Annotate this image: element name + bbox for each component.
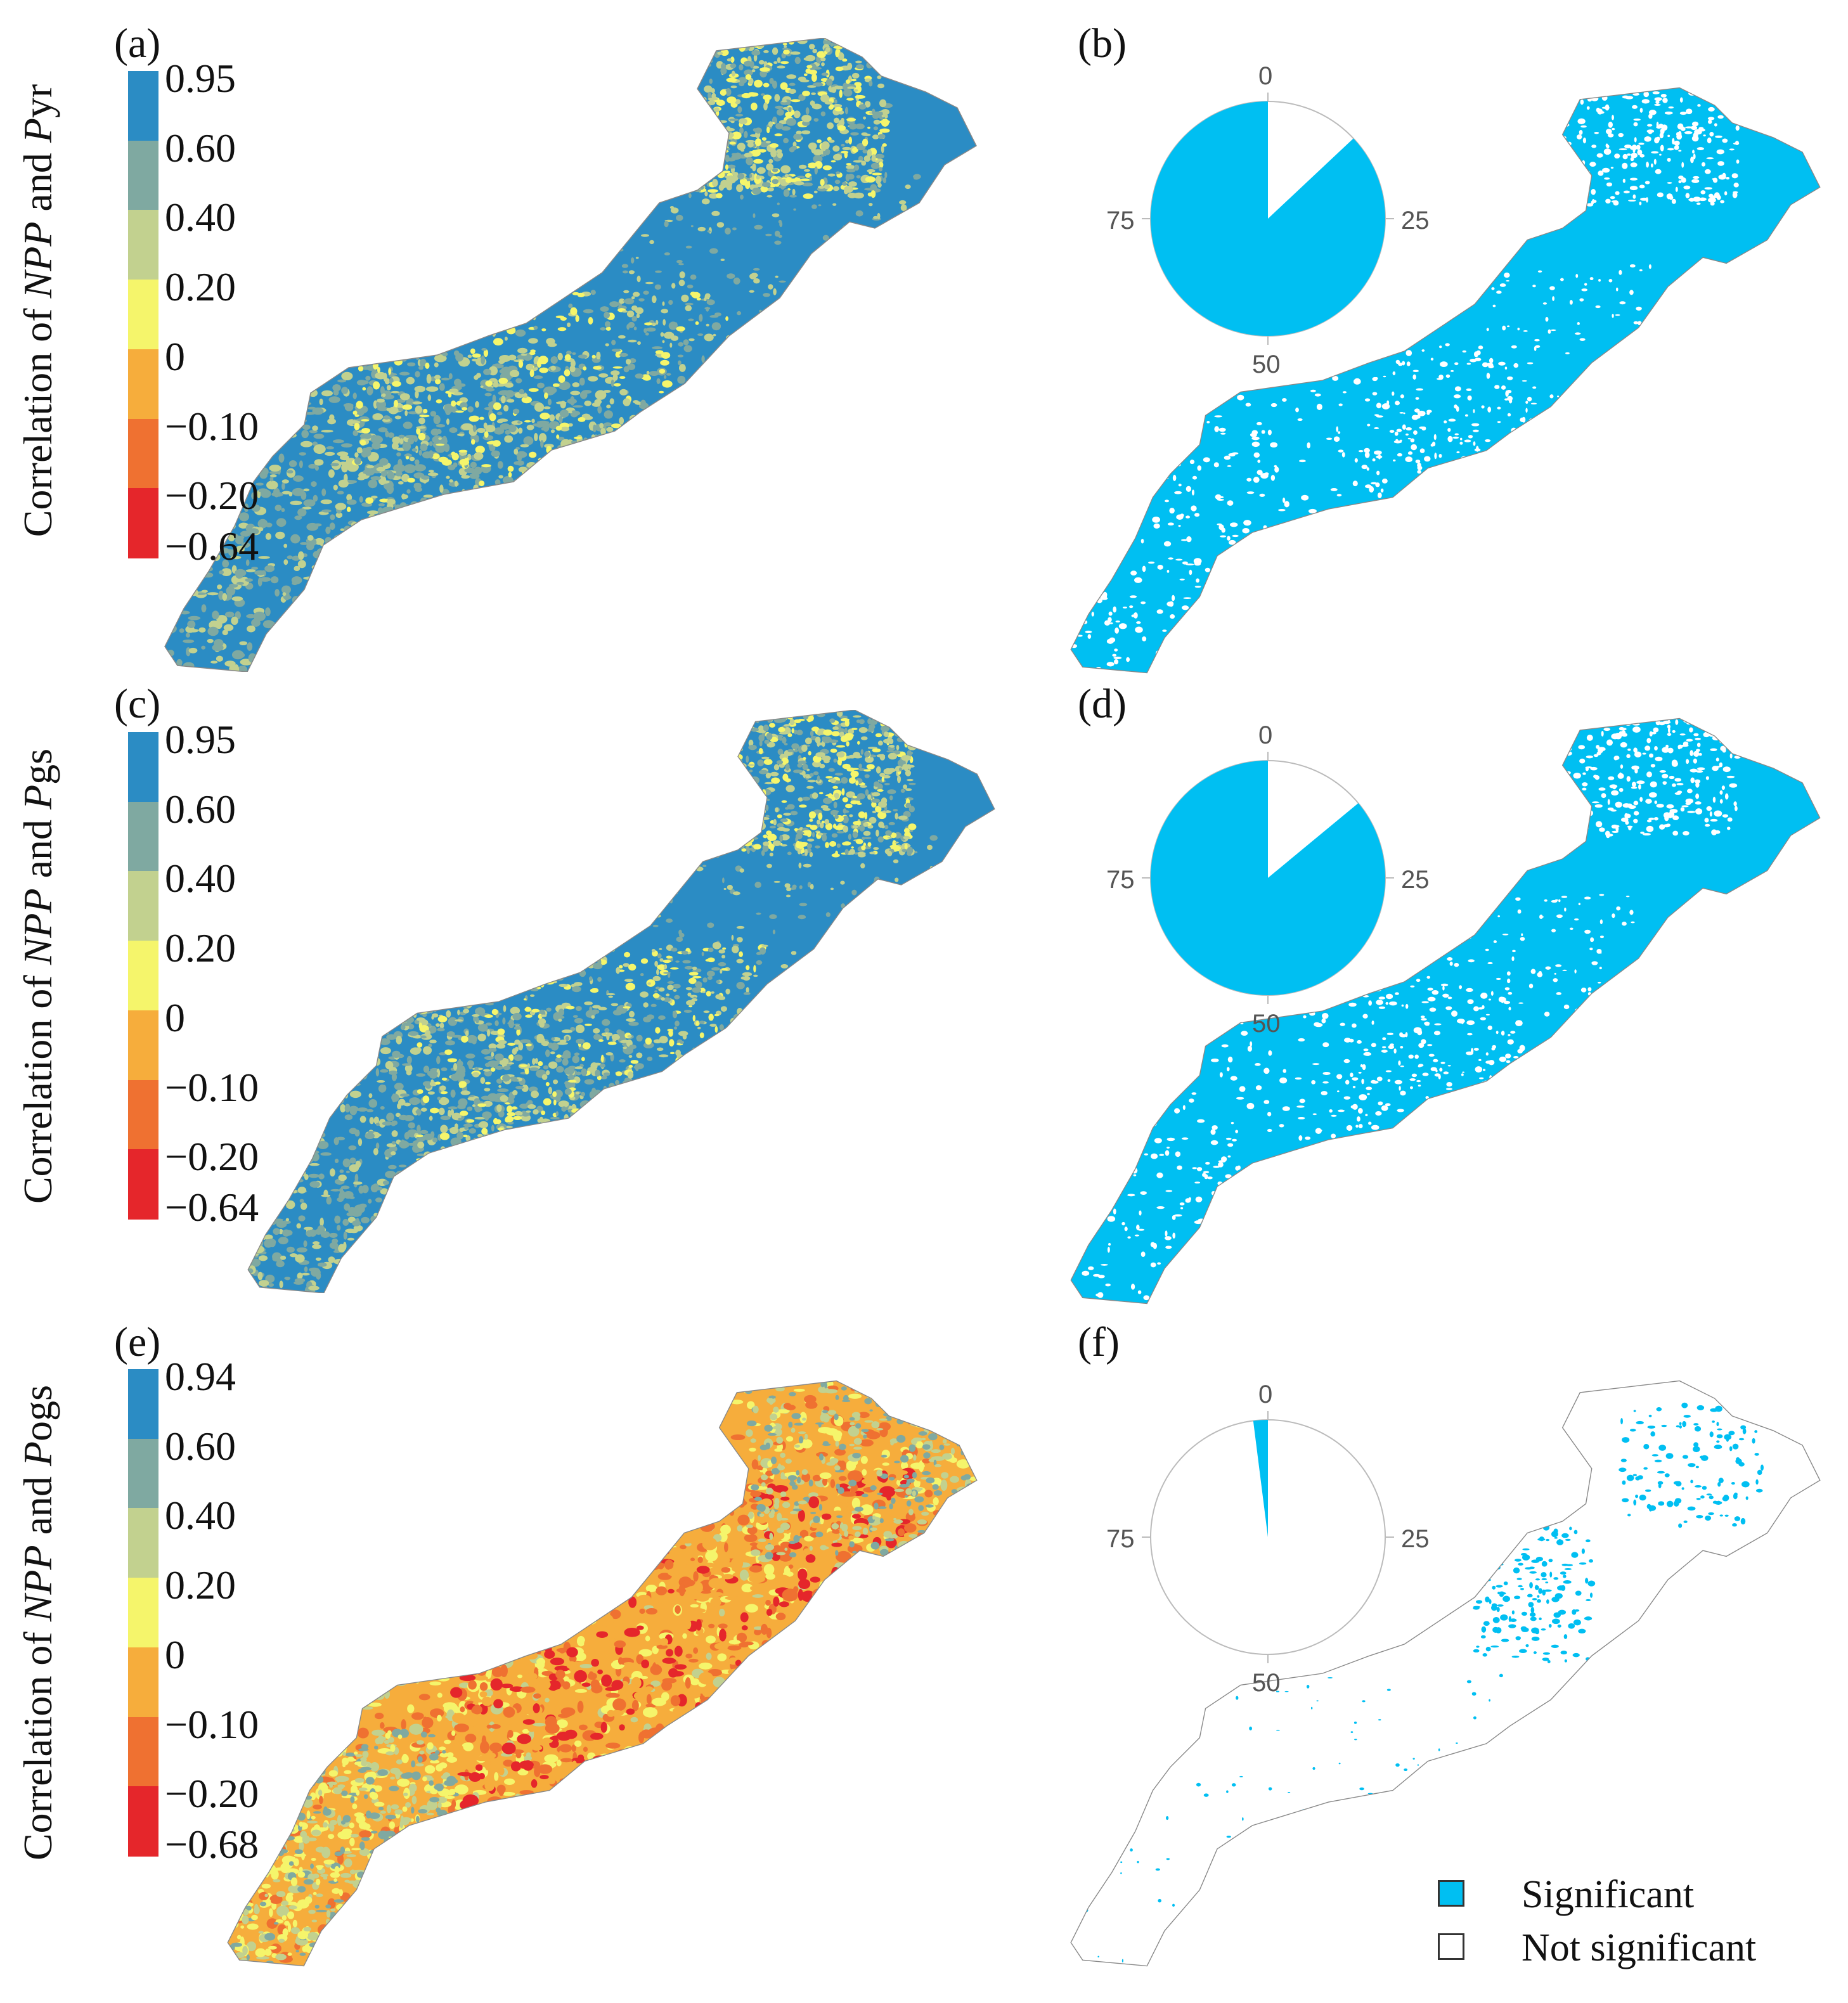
legend-tick-label: −0.20	[165, 473, 259, 518]
legend-tick-label: 0.20	[165, 1562, 236, 1608]
legend-tick-label: −0.68	[165, 1822, 259, 1867]
significance-map-d	[1070, 718, 1821, 1304]
legend-tick-label: −0.20	[165, 1771, 259, 1817]
region-outline	[1070, 1380, 1821, 1967]
panel-label-b: (b)	[1078, 20, 1127, 67]
pie-tick-50-b: 50	[1252, 351, 1281, 378]
legend-swatch	[128, 280, 158, 350]
legend-tick-label: 0	[165, 333, 185, 379]
region-fill	[248, 710, 995, 1293]
legend-swatch	[128, 871, 158, 942]
legend-swatch	[128, 210, 158, 281]
legend-swatch	[128, 1369, 158, 1439]
y-axis-label-c: Correlation of NPP and Pgs	[15, 748, 60, 1204]
panel-label-c: (c)	[114, 681, 161, 727]
region-outline	[1070, 718, 1821, 1304]
significance-pie-f	[1142, 1411, 1394, 1663]
pie-tick-25-b: 25	[1401, 207, 1430, 235]
pie-tick-0-d: 0	[1258, 721, 1273, 749]
legend-swatch	[128, 1438, 158, 1509]
legend-tick-label: 0.94	[165, 1354, 236, 1399]
legend-swatch	[128, 732, 158, 802]
color-legend-e	[128, 1369, 158, 1857]
pie-tick-75-d: 75	[1106, 866, 1135, 894]
legend-tick-label: −0.10	[165, 403, 259, 449]
significance-map-b	[1070, 87, 1821, 674]
region-fill	[1071, 87, 1820, 673]
legend-swatch	[128, 1010, 158, 1081]
legend-swatch	[128, 941, 158, 1011]
legend-swatch	[128, 1079, 158, 1150]
region-outline	[164, 38, 977, 672]
legend-swatch	[128, 349, 158, 420]
significance-pie-d	[1142, 752, 1394, 1004]
color-legend-a	[128, 71, 158, 558]
pie-tick-75-b: 75	[1106, 207, 1135, 235]
correlation-map-c	[247, 710, 995, 1293]
panel-label-d: (d)	[1078, 681, 1127, 727]
pie-tick-25-d: 25	[1401, 866, 1430, 894]
panel-label-e: (e)	[114, 1319, 161, 1365]
correlation-map-e	[227, 1380, 978, 1967]
legend-tick-label: −0.64	[165, 524, 259, 569]
legend-tick-label: 0	[165, 995, 185, 1040]
pie-tick-0-b: 0	[1258, 62, 1273, 90]
legend-swatch	[128, 488, 158, 558]
legend-tick-label: −0.64	[165, 1185, 259, 1230]
legend-swatch	[128, 140, 158, 211]
legend-tick-label: 0.20	[165, 925, 236, 971]
y-axis-label-e: Correlation of NPP and Pogs	[15, 1384, 60, 1861]
legend-tick-label: 0.60	[165, 125, 236, 171]
legend-swatch	[128, 418, 158, 489]
legend-tick-label: 0.95	[165, 717, 236, 762]
pie-tick-50-f: 50	[1252, 1669, 1281, 1697]
region-outline	[1070, 87, 1821, 674]
legend-swatch	[128, 1578, 158, 1648]
region-fill	[1071, 1381, 1820, 1966]
legend-swatch	[128, 1508, 158, 1579]
pie-significant-slice	[1253, 1420, 1268, 1537]
legend-tick-label: 0.40	[165, 195, 236, 240]
y-axis-label-a: Correlation of NPP and Pyr	[15, 84, 60, 538]
legend-tick-label: −0.10	[165, 1064, 259, 1110]
legend-tick-label: −0.10	[165, 1701, 259, 1747]
pie-tick-50-d: 50	[1252, 1010, 1281, 1038]
legend-tick-label: 0.95	[165, 56, 236, 101]
legend-tick-label: 0.20	[165, 264, 236, 310]
legend-tick-label: 0.40	[165, 856, 236, 901]
legend-tick-label: 0.40	[165, 1493, 236, 1538]
pie-tick-0-f: 0	[1258, 1381, 1273, 1408]
panel-label-f: (f)	[1078, 1319, 1120, 1365]
pie-tick-75-f: 75	[1106, 1525, 1135, 1553]
region-outline	[247, 710, 995, 1293]
legend-tick-label: 0	[165, 1632, 185, 1677]
legend-tick-label: 0.60	[165, 786, 236, 832]
pie-tick-25-f: 25	[1401, 1525, 1430, 1553]
correlation-map-a	[164, 38, 977, 672]
region-fill	[1071, 718, 1820, 1304]
panel-label-a: (a)	[114, 20, 161, 67]
region-outline	[227, 1380, 978, 1967]
pie-significant-slice	[1150, 761, 1385, 995]
key-significant-label: Significant	[1522, 1873, 1695, 1916]
legend-swatch	[128, 1647, 158, 1718]
legend-tick-label: 0.60	[165, 1423, 236, 1469]
key-significant-swatch	[1438, 1880, 1464, 1907]
legend-tick-label: −0.20	[165, 1134, 259, 1180]
key-not-significant-swatch	[1438, 1933, 1464, 1960]
legend-swatch	[128, 71, 158, 141]
pie-significant-slice	[1150, 101, 1385, 336]
key-not-significant-label: Not significant	[1522, 1926, 1757, 1969]
significance-map-f	[1070, 1380, 1821, 1967]
legend-swatch	[128, 801, 158, 872]
significance-pie-b	[1142, 93, 1394, 345]
color-legend-c	[128, 732, 158, 1220]
legend-swatch	[128, 1149, 158, 1220]
legend-swatch	[128, 1786, 158, 1857]
region-fill	[165, 38, 976, 672]
legend-swatch	[128, 1716, 158, 1787]
